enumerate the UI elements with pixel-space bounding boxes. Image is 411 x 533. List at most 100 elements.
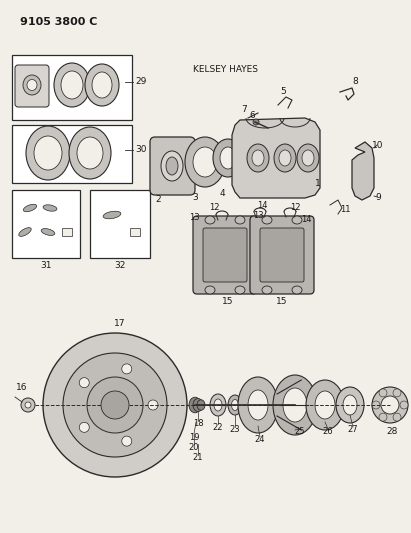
Bar — [12, 190, 80, 258]
Text: 14: 14 — [301, 215, 311, 224]
Text: 9: 9 — [375, 193, 381, 203]
Ellipse shape — [297, 144, 319, 172]
Ellipse shape — [279, 150, 291, 166]
Ellipse shape — [220, 147, 236, 169]
Circle shape — [372, 387, 408, 423]
Text: 25: 25 — [295, 427, 305, 437]
FancyBboxPatch shape — [250, 216, 314, 294]
Ellipse shape — [306, 380, 344, 430]
Ellipse shape — [23, 204, 37, 212]
Ellipse shape — [205, 216, 215, 224]
Text: 26: 26 — [323, 427, 333, 437]
Circle shape — [79, 422, 89, 432]
Text: 11: 11 — [340, 206, 350, 214]
Ellipse shape — [248, 390, 268, 420]
Polygon shape — [232, 118, 320, 198]
Ellipse shape — [197, 400, 205, 410]
Ellipse shape — [247, 144, 269, 172]
Text: 19: 19 — [189, 432, 199, 441]
Ellipse shape — [274, 144, 296, 172]
Text: 17: 17 — [114, 319, 126, 327]
Text: 24: 24 — [255, 435, 265, 445]
Circle shape — [379, 389, 387, 397]
Ellipse shape — [238, 377, 278, 433]
Text: 30: 30 — [135, 146, 146, 155]
Ellipse shape — [185, 137, 225, 187]
Circle shape — [43, 333, 187, 477]
Text: 8: 8 — [352, 77, 358, 86]
Circle shape — [122, 364, 132, 374]
Text: 29: 29 — [135, 77, 146, 86]
Ellipse shape — [262, 286, 272, 294]
Ellipse shape — [213, 139, 243, 177]
Text: 6: 6 — [249, 110, 255, 119]
Ellipse shape — [193, 147, 217, 177]
Text: 28: 28 — [386, 427, 398, 437]
Ellipse shape — [205, 286, 215, 294]
Ellipse shape — [41, 229, 55, 236]
Ellipse shape — [231, 400, 238, 410]
Circle shape — [21, 398, 35, 412]
Text: 13: 13 — [189, 214, 200, 222]
Text: 1: 1 — [315, 179, 321, 188]
Ellipse shape — [214, 399, 222, 411]
Text: 5: 5 — [280, 87, 286, 96]
Text: 15: 15 — [276, 297, 288, 306]
Ellipse shape — [34, 136, 62, 170]
Circle shape — [63, 353, 167, 457]
Circle shape — [393, 413, 401, 421]
Circle shape — [79, 378, 89, 387]
Text: 10: 10 — [372, 141, 384, 149]
Ellipse shape — [103, 211, 121, 219]
Text: 18: 18 — [193, 419, 203, 429]
Text: 12: 12 — [210, 204, 220, 213]
FancyBboxPatch shape — [193, 216, 257, 294]
Circle shape — [25, 402, 31, 408]
Ellipse shape — [161, 151, 183, 181]
Ellipse shape — [292, 286, 302, 294]
Ellipse shape — [302, 150, 314, 166]
Ellipse shape — [43, 205, 57, 211]
Ellipse shape — [26, 126, 70, 180]
Circle shape — [379, 413, 387, 421]
Ellipse shape — [85, 64, 119, 106]
Ellipse shape — [189, 397, 201, 413]
Text: 27: 27 — [348, 425, 358, 434]
Ellipse shape — [193, 399, 203, 411]
Circle shape — [87, 377, 143, 433]
Text: 14: 14 — [257, 200, 267, 209]
Ellipse shape — [27, 79, 37, 91]
Bar — [12, 55, 132, 120]
Ellipse shape — [235, 286, 245, 294]
Ellipse shape — [228, 395, 242, 415]
Text: 23: 23 — [230, 425, 240, 434]
Bar — [12, 125, 132, 183]
Text: 20: 20 — [189, 442, 199, 451]
Text: 4: 4 — [219, 189, 225, 198]
Ellipse shape — [315, 391, 335, 419]
Text: 32: 32 — [114, 261, 126, 270]
Circle shape — [400, 401, 408, 409]
Polygon shape — [352, 142, 374, 200]
FancyBboxPatch shape — [260, 228, 304, 282]
Ellipse shape — [61, 71, 83, 99]
Ellipse shape — [283, 388, 307, 422]
Ellipse shape — [292, 216, 302, 224]
Circle shape — [101, 391, 129, 419]
Ellipse shape — [23, 75, 41, 95]
Bar — [62, 228, 72, 236]
Bar — [90, 190, 150, 258]
FancyBboxPatch shape — [15, 65, 49, 107]
Text: 15: 15 — [222, 297, 234, 306]
Ellipse shape — [210, 394, 226, 416]
FancyBboxPatch shape — [203, 228, 247, 282]
Ellipse shape — [54, 63, 90, 107]
Ellipse shape — [19, 228, 31, 236]
Text: 22: 22 — [213, 423, 223, 432]
Text: KELSEY HAYES: KELSEY HAYES — [192, 66, 258, 75]
Circle shape — [122, 436, 132, 446]
Text: 16: 16 — [16, 383, 28, 392]
Text: 13: 13 — [253, 211, 263, 220]
Ellipse shape — [336, 387, 364, 423]
Text: 31: 31 — [40, 261, 52, 270]
